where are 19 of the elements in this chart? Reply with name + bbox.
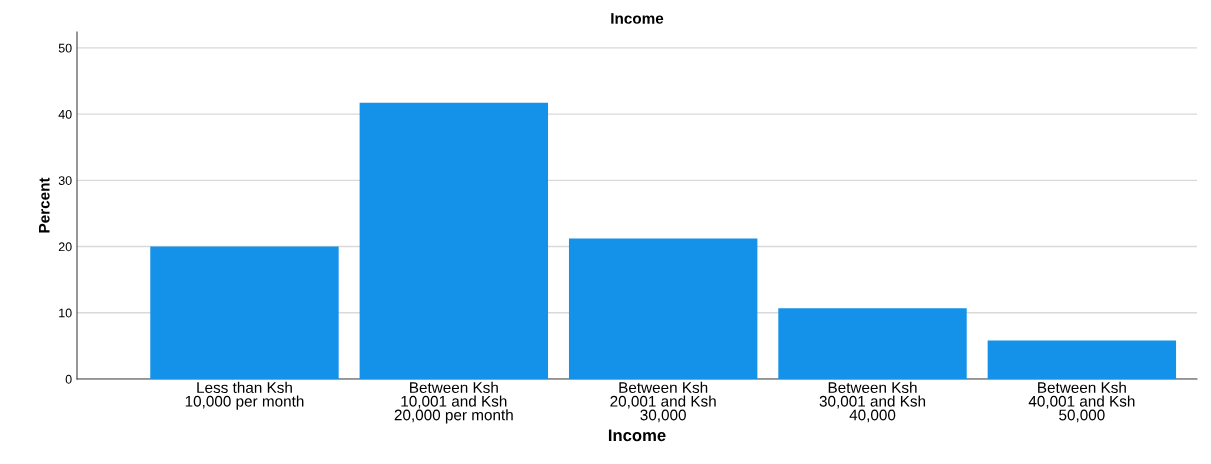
- x-tick-label: Between Ksh 40,001 and Ksh 50,000: [1028, 381, 1135, 423]
- y-tick-label: 30: [58, 176, 72, 185]
- x-tick-label: Between Ksh 30,001 and Ksh 40,000: [819, 381, 926, 423]
- bar: [150, 246, 339, 379]
- bar: [987, 340, 1177, 379]
- chart-title: Income: [611, 13, 664, 24]
- y-tick-label: 10: [59, 308, 72, 318]
- y-axis-title: Percent: [39, 177, 50, 233]
- bar: [778, 308, 967, 379]
- bar: [568, 238, 758, 379]
- y-tick-label: 0: [65, 374, 72, 384]
- x-tick-label: Between Ksh 10,001 and Ksh 20,000 per month: [394, 381, 513, 424]
- x-axis-title: Income: [608, 429, 666, 442]
- x-tick-label: Less than Ksh 10,000 per month: [185, 381, 304, 410]
- x-tick-label: Between Ksh 20,001 and Ksh 30,000: [610, 381, 716, 423]
- y-tick-label: 50: [58, 43, 72, 53]
- y-tick-label: 20: [58, 242, 72, 252]
- y-tick-label: 40: [58, 109, 72, 119]
- bar: [359, 102, 549, 379]
